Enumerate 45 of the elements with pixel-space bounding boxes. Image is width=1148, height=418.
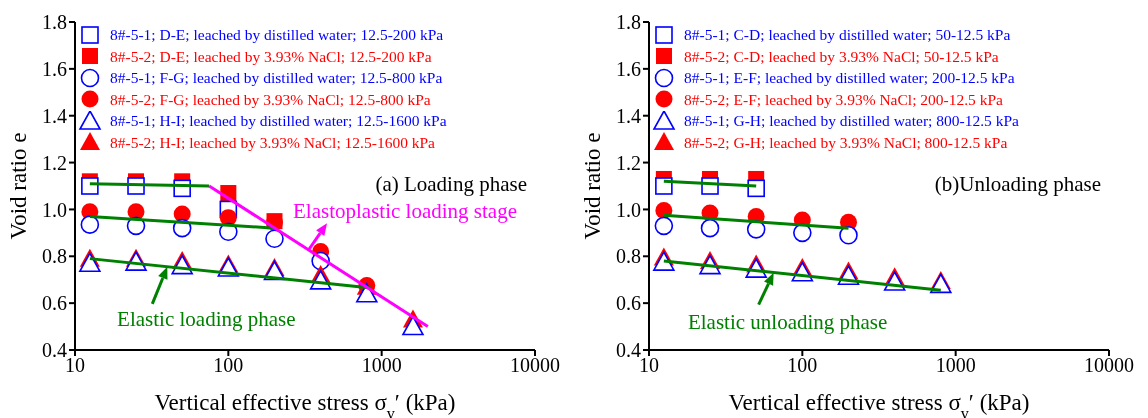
- annotation: Elastic loading phase: [117, 306, 296, 331]
- y-tick-label: 1.0: [42, 198, 67, 221]
- x-axis-title: Vertical effective stress σ$_{v}$′ (kPa): [728, 390, 1030, 418]
- annotation: Elastic unloading phase: [687, 310, 888, 335]
- x-tick-label: 10000: [1084, 354, 1134, 377]
- legend-label: 8#-5-2; D-E; leached by 3.93% NaCl; 12.5-200 kPa: [110, 46, 432, 67]
- x-tick-label: 10: [639, 354, 659, 377]
- y-tick-label: 0.4: [42, 339, 67, 362]
- y-tick-label: 1.8: [616, 11, 641, 34]
- x-tick-label: 1000: [361, 354, 402, 377]
- y-tick-label: 0.6: [42, 292, 67, 315]
- y-tick-label: 1.2: [42, 151, 67, 174]
- y-tick-label: 1.6: [42, 57, 67, 80]
- legend-label: 8#-5-2; H-I; leached by 3.93% NaCl; 12.5-1600 kPa: [110, 132, 436, 153]
- y-tick-label: 1.4: [616, 104, 641, 127]
- x-tick-label: 1000: [935, 354, 976, 377]
- y-tick-label: 0.8: [42, 245, 67, 268]
- legend-label: 8#-5-2; F-G; leached by 3.93% NaCl; 12.5-800 kPa: [110, 89, 431, 110]
- legend-label: 8#-5-1; H-I; leached by distilled water; 12.5-1600 kPa: [110, 111, 447, 131]
- x-axis-title: Vertical effective stress σ$_{v}$′ (kPa): [154, 390, 456, 418]
- legend-label: 8#-5-1; E-F; leached by distilled water; 200-12.5 kPa: [684, 68, 1015, 88]
- legend-label: 8#-5-1; C-D; leached by distilled water; 50-12.5 kPa: [684, 25, 1011, 45]
- x-tick-label: 10000: [510, 354, 560, 377]
- x-tick-label: 100: [787, 354, 818, 377]
- y-tick-label: 1.4: [42, 104, 67, 127]
- y-tick-label: 1.0: [616, 198, 641, 221]
- legend-label: 8#-5-1; D-E; leached by distilled water; 12.5-200 kPa: [110, 25, 444, 45]
- annotation: (b)Unloading phase: [934, 172, 1101, 197]
- legend-label: 8#-5-2; E-F; leached by 3.93% NaCl; 200-12.5 kPa: [684, 89, 1003, 110]
- annotation: Elastoplastic loading stage: [293, 199, 518, 224]
- annotation: (a) Loading phase: [375, 172, 527, 197]
- x-tick-label: 10: [65, 354, 85, 377]
- y-tick-label: 0.6: [616, 292, 641, 315]
- y-tick-label: 0.8: [616, 245, 641, 268]
- legend-label: 8#-5-1; F-G; leached by distilled water; 12.5-800 kPa: [110, 68, 443, 88]
- y-tick-label: 1.2: [616, 151, 641, 174]
- x-tick-label: 100: [213, 354, 244, 377]
- y-axis-title: Void ratio e: [6, 132, 31, 240]
- y-tick-label: 1.6: [616, 57, 641, 80]
- y-tick-label: 1.8: [42, 11, 67, 34]
- y-tick-label: 0.4: [616, 339, 641, 362]
- legend-label: 8#-5-2; G-H; leached by 3.93% NaCl; 800-12.5 kPa: [684, 132, 1008, 153]
- y-axis-title: Void ratio e: [580, 132, 605, 240]
- legend-label: 8#-5-1; G-H; leached by distilled water; 800-12.5 kPa: [684, 111, 1019, 131]
- legend-label: 8#-5-2; C-D; leached by 3.93% NaCl; 50-12.5 kPa: [684, 46, 999, 67]
